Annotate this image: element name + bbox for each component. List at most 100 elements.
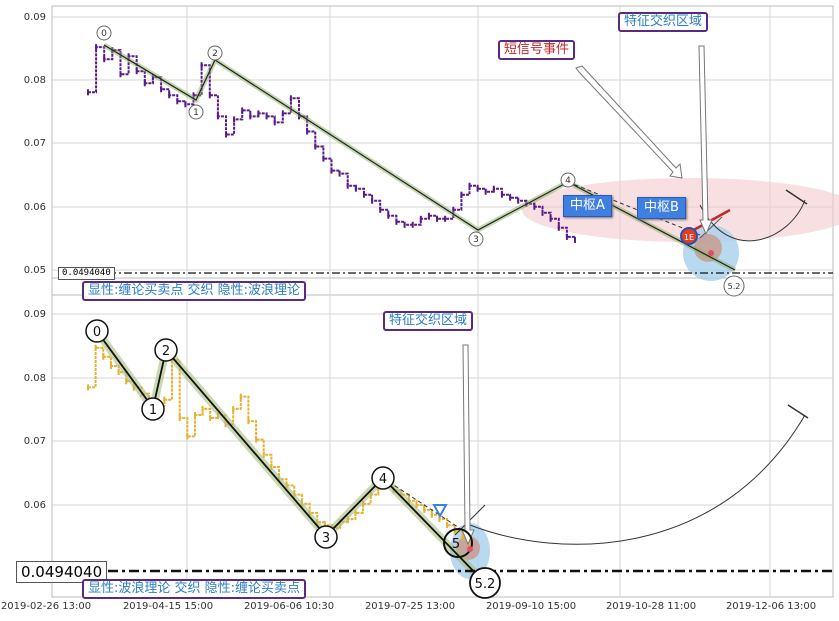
- top-price-point: [557, 224, 560, 231]
- top-y-tick: 0.05: [24, 265, 46, 276]
- bottom-price-point: [201, 405, 204, 412]
- top-y-ticks: 0.09 0.08 0.07 0.06 0.05: [24, 12, 46, 276]
- top-price-point: [565, 233, 568, 240]
- top-signal-marker-label: 1E: [684, 233, 694, 242]
- top-price-point: [160, 86, 163, 93]
- bottom-legend: 显性:波浪理论 交织 隐性:缠论买卖点: [82, 579, 307, 599]
- top-price-point: [208, 92, 211, 99]
- top-brown-zone: [694, 234, 722, 262]
- bottom-price-point: [323, 522, 326, 529]
- top-price-point: [265, 113, 268, 120]
- bottom-price-point: [125, 378, 128, 385]
- bottom-y-tick: 0.06: [24, 500, 46, 511]
- bottom-wave-label: 3: [322, 531, 330, 546]
- x-tick: 2019-06-06 10:30: [244, 601, 334, 612]
- bottom-y-tick: 0.07: [24, 436, 46, 447]
- top-price-point: [411, 221, 414, 228]
- top-price-point: [322, 155, 325, 162]
- top-price-point: [509, 194, 512, 201]
- top-wave-markers: 0 1 2 3 4 5.2: [96, 25, 745, 297]
- bottom-feature-zone-label: 特征交织区域: [383, 311, 474, 331]
- top-price-point: [541, 209, 544, 216]
- bottom-projection-arc: [469, 414, 806, 545]
- top-projection-arc: [699, 199, 806, 242]
- bottom-price-point: [94, 344, 97, 351]
- top-panel-frame: [51, 5, 834, 296]
- top-y-tick: 0.07: [24, 138, 46, 149]
- top-price-point: [281, 110, 284, 117]
- bottom-price-point: [239, 393, 242, 400]
- top-price-point: [436, 215, 438, 222]
- top-price-point: [192, 92, 195, 99]
- x-tick: 2019-12-06 13:00: [726, 601, 816, 612]
- bottom-price-point: [87, 384, 89, 391]
- top-legend: 显性:缠论买卖点 交织 隐性:波浪理论: [82, 281, 307, 301]
- top-wave-label: 1: [193, 108, 199, 118]
- bottom-price-point: [415, 502, 418, 508]
- top-price-point: [371, 197, 374, 204]
- x-tick: 2019-04-15 15:00: [123, 601, 213, 612]
- top-price-point: [533, 203, 536, 210]
- top-price-point: [460, 191, 463, 198]
- bottom-price-point: [163, 396, 166, 403]
- top-projection-tick: [785, 189, 808, 205]
- top-price-point: [419, 215, 422, 222]
- bottom-price-point: [178, 415, 181, 421]
- bottom-price-point: [446, 522, 449, 529]
- top-price-point: [363, 191, 365, 198]
- bottom-wave-label: 0: [93, 325, 101, 340]
- top-feature-zone-label: 特征交织区域: [618, 12, 709, 32]
- top-signal-dot: [708, 250, 714, 256]
- bottom-wave-label: 5.2: [475, 577, 496, 592]
- top-signal-marker: [680, 227, 698, 245]
- top-wave-label: 0: [101, 29, 107, 39]
- top-price-point: [338, 170, 341, 177]
- top-y-tick: 0.06: [24, 202, 46, 213]
- top-price-point: [127, 53, 130, 60]
- top-price-point: [354, 185, 357, 192]
- top-price-point: [306, 128, 309, 135]
- top-price-point: [314, 143, 317, 150]
- x-ticks: 2019-02-26 13:00 2019-04-15 15:00 2019-0…: [1, 601, 816, 612]
- top-price-point: [403, 221, 406, 228]
- top-price-point: [444, 215, 447, 222]
- bottom-y-tick: 0.08: [24, 373, 46, 384]
- top-price-point: [330, 167, 333, 174]
- top-price-line: [88, 46, 576, 240]
- bottom-wave-markers: 0 1 2 3 4 5 5.2: [85, 319, 501, 599]
- bottom-y-tick: 0.09: [24, 309, 46, 320]
- bottom-price-point: [117, 369, 120, 376]
- bottom-price-point: [438, 516, 441, 522]
- top-price-point: [549, 215, 552, 222]
- bottom-price-point: [262, 451, 265, 458]
- top-price-point: [492, 185, 495, 192]
- top-price-point: [289, 95, 292, 102]
- bottom-projection-tick: [787, 404, 809, 419]
- bottom-price-point: [354, 509, 357, 516]
- bottom-price-point: [453, 528, 456, 535]
- bottom-wave-label: 2: [162, 344, 170, 359]
- top-price-point: [427, 212, 430, 219]
- top-signal-arrow: [575, 65, 683, 179]
- x-tick: 2019-07-25 13:00: [365, 601, 455, 612]
- top-price-point: [574, 236, 576, 243]
- short-signal-label: 短信号事件: [498, 40, 576, 60]
- bottom-price-point: [209, 415, 212, 421]
- bottom-wave-label: 4: [379, 472, 387, 487]
- top-price-point: [151, 74, 154, 81]
- top-price-point: [484, 188, 487, 195]
- top-price-series: [87, 44, 576, 243]
- bottom-wave-lines: [92, 327, 488, 586]
- top-zone-arrow: [698, 45, 713, 236]
- top-price-point: [95, 44, 98, 51]
- top-price-point: [87, 89, 89, 96]
- top-wave-label: 2: [212, 49, 218, 59]
- top-price-point: [143, 80, 146, 87]
- bottom-price-point: [186, 433, 189, 440]
- top-price-point: [387, 212, 390, 219]
- top-price-point: [216, 113, 219, 120]
- top-price-point: [119, 71, 122, 78]
- bottom-panel-frame: [51, 277, 834, 598]
- bottom-price-point: [102, 353, 105, 360]
